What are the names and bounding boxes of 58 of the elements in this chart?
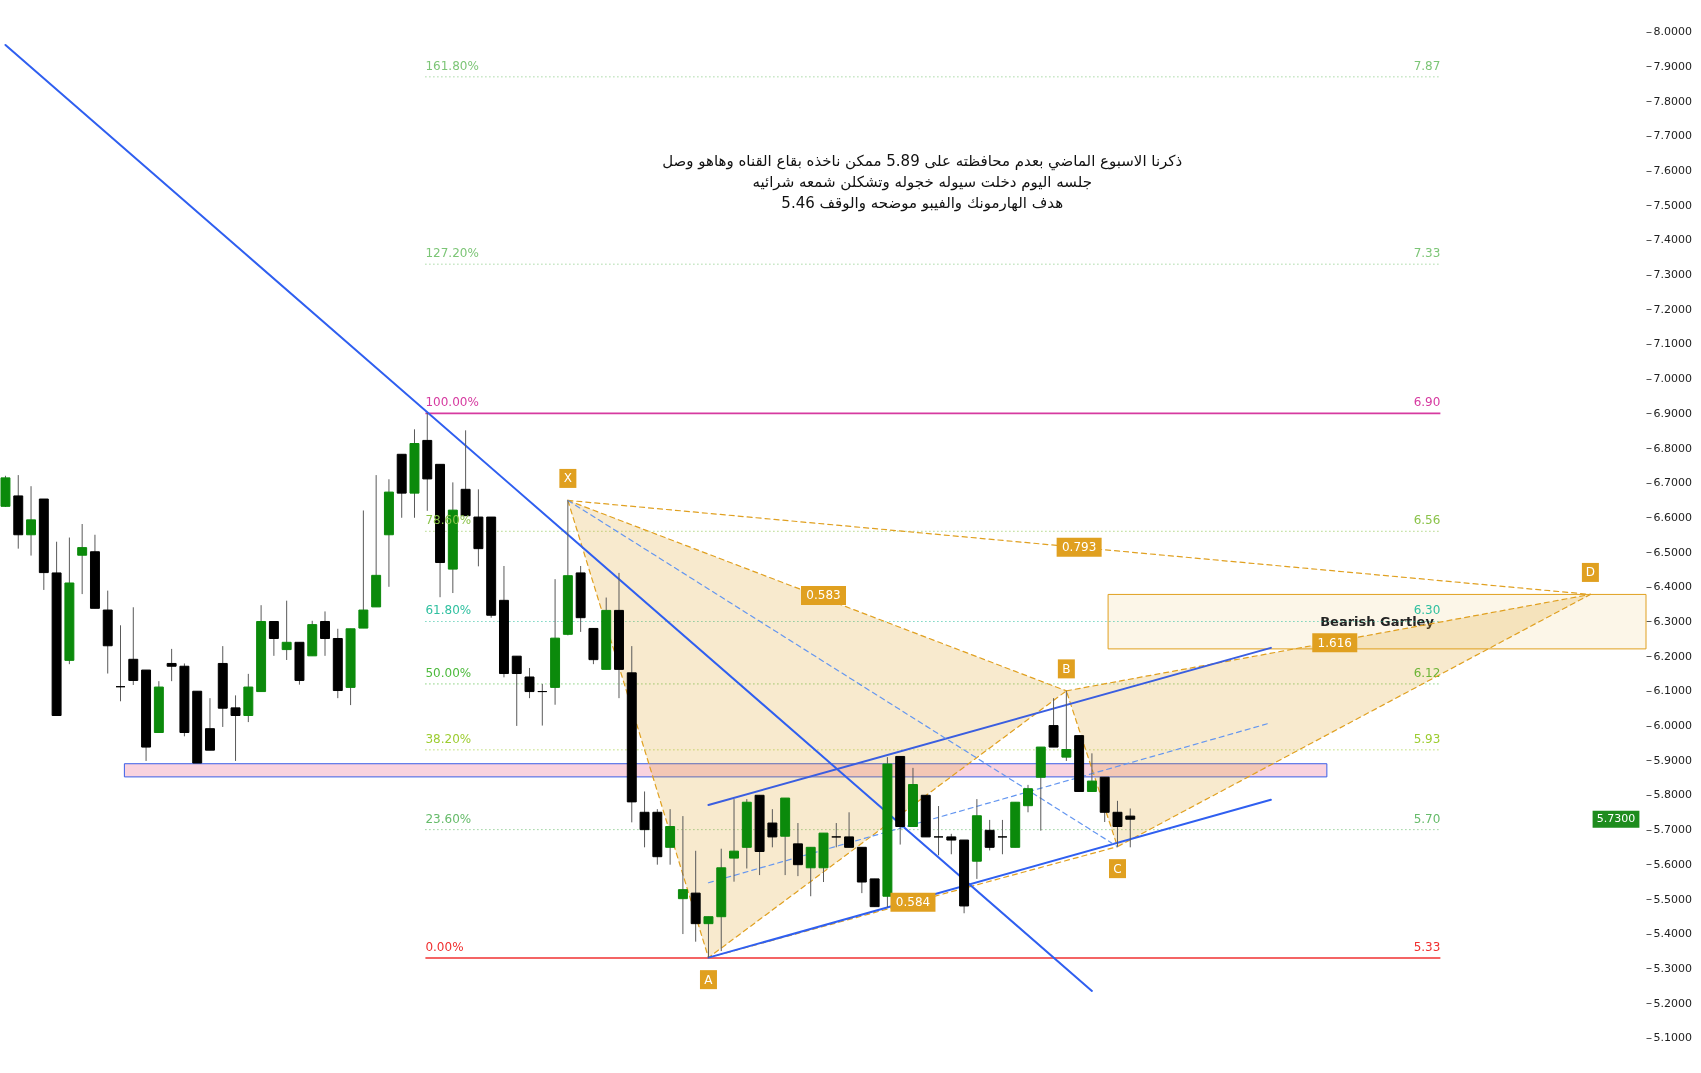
y-tick-label: 8.0000: [1653, 25, 1692, 39]
y-tick-label: 6.8000: [1653, 441, 1692, 455]
y-tick-label: 7.3000: [1653, 268, 1692, 282]
data-label: D: [1585, 565, 1596, 580]
y-tick-label: 5.4000: [1653, 927, 1692, 941]
y-tick-label: 5.5000: [1653, 892, 1692, 906]
y-tick-label: 7.6000: [1653, 164, 1692, 178]
y-tick-label: 5.8000: [1653, 788, 1692, 802]
y-tick-label: 7.4000: [1653, 233, 1692, 247]
y-tick-label: 6.1000: [1653, 684, 1692, 698]
y-tick-label: 6.2000: [1653, 649, 1692, 663]
y-tick-label: 6.5000: [1653, 545, 1692, 559]
ref-line-label: 5.70: [1413, 811, 1441, 826]
y-tick-label: 5.2000: [1653, 996, 1692, 1010]
y-tick-label: 5.6000: [1653, 857, 1692, 871]
y-tick-label: 5.7000: [1653, 823, 1692, 837]
y-tick-label: 6.7000: [1653, 476, 1692, 490]
ref-line-label: 6.90: [1413, 395, 1441, 410]
y-tick-label: 5.9000: [1653, 753, 1692, 767]
y-tick-label: 6.9000: [1653, 406, 1692, 420]
y-tick-label: 7.8000: [1653, 94, 1692, 108]
annotation: 5.7300: [1596, 812, 1636, 826]
annotation: 50.00%: [425, 665, 472, 680]
band-label: Bearish Gartley: [1320, 613, 1435, 629]
text: ذكرنا الاسبوع الماضي بعدم محافظته على 5.89 ممكن ناخذه بقاع القناه وهاهو وصل جلسه اليوم دخلت سيوله خجوله وتشكلن شمعه شرائيه هدف الهارمونك والفيبو موضحه والوقف 5.46: [662, 152, 1183, 212]
y-tick-label: 7.1000: [1653, 337, 1692, 351]
data-label: C: [1113, 861, 1122, 876]
y-tick-label: 5.3000: [1653, 961, 1692, 975]
annotation: 61.80%: [425, 603, 472, 618]
ref-line-label: 5.93: [1413, 731, 1441, 746]
ref-line-label: 7.87: [1413, 58, 1441, 73]
annotation: 0.00%: [425, 939, 464, 954]
y-tick-label: 7.0000: [1653, 372, 1692, 386]
data-label: A: [704, 972, 714, 987]
annotation: 23.60%: [425, 811, 472, 826]
y-tick-label: 6.0000: [1653, 719, 1692, 733]
y-tick-label: 5.1000: [1653, 1031, 1692, 1045]
y-tick-label: 6.3000: [1653, 614, 1692, 628]
annotation: 100.00%: [425, 395, 479, 410]
data-label: X: [563, 471, 572, 486]
annotation: 0.584: [895, 895, 931, 910]
ref-line-label: 6.56: [1413, 513, 1441, 528]
y-tick-label: 7.5000: [1653, 198, 1692, 212]
y-tick-label: 6.4000: [1653, 580, 1692, 594]
annotation: 161.80%: [425, 58, 479, 73]
data-label: B: [1062, 661, 1071, 676]
y-tick-label: 7.9000: [1653, 59, 1692, 73]
annotation: 38.20%: [425, 731, 472, 746]
annotation: 0.583: [806, 588, 841, 603]
ref-line-label: 5.33: [1413, 939, 1441, 954]
annotation: 0.793: [1061, 540, 1097, 555]
y-tick-label: 7.2000: [1653, 302, 1692, 316]
annotation: 127.20%: [425, 246, 479, 261]
ref-line-label: 7.33: [1413, 246, 1441, 261]
y-tick-label: 6.6000: [1653, 510, 1692, 524]
ref-line-label: 6.12: [1413, 665, 1441, 680]
annotation: 1.616: [1317, 635, 1352, 650]
y-tick-label: 7.7000: [1653, 129, 1692, 143]
